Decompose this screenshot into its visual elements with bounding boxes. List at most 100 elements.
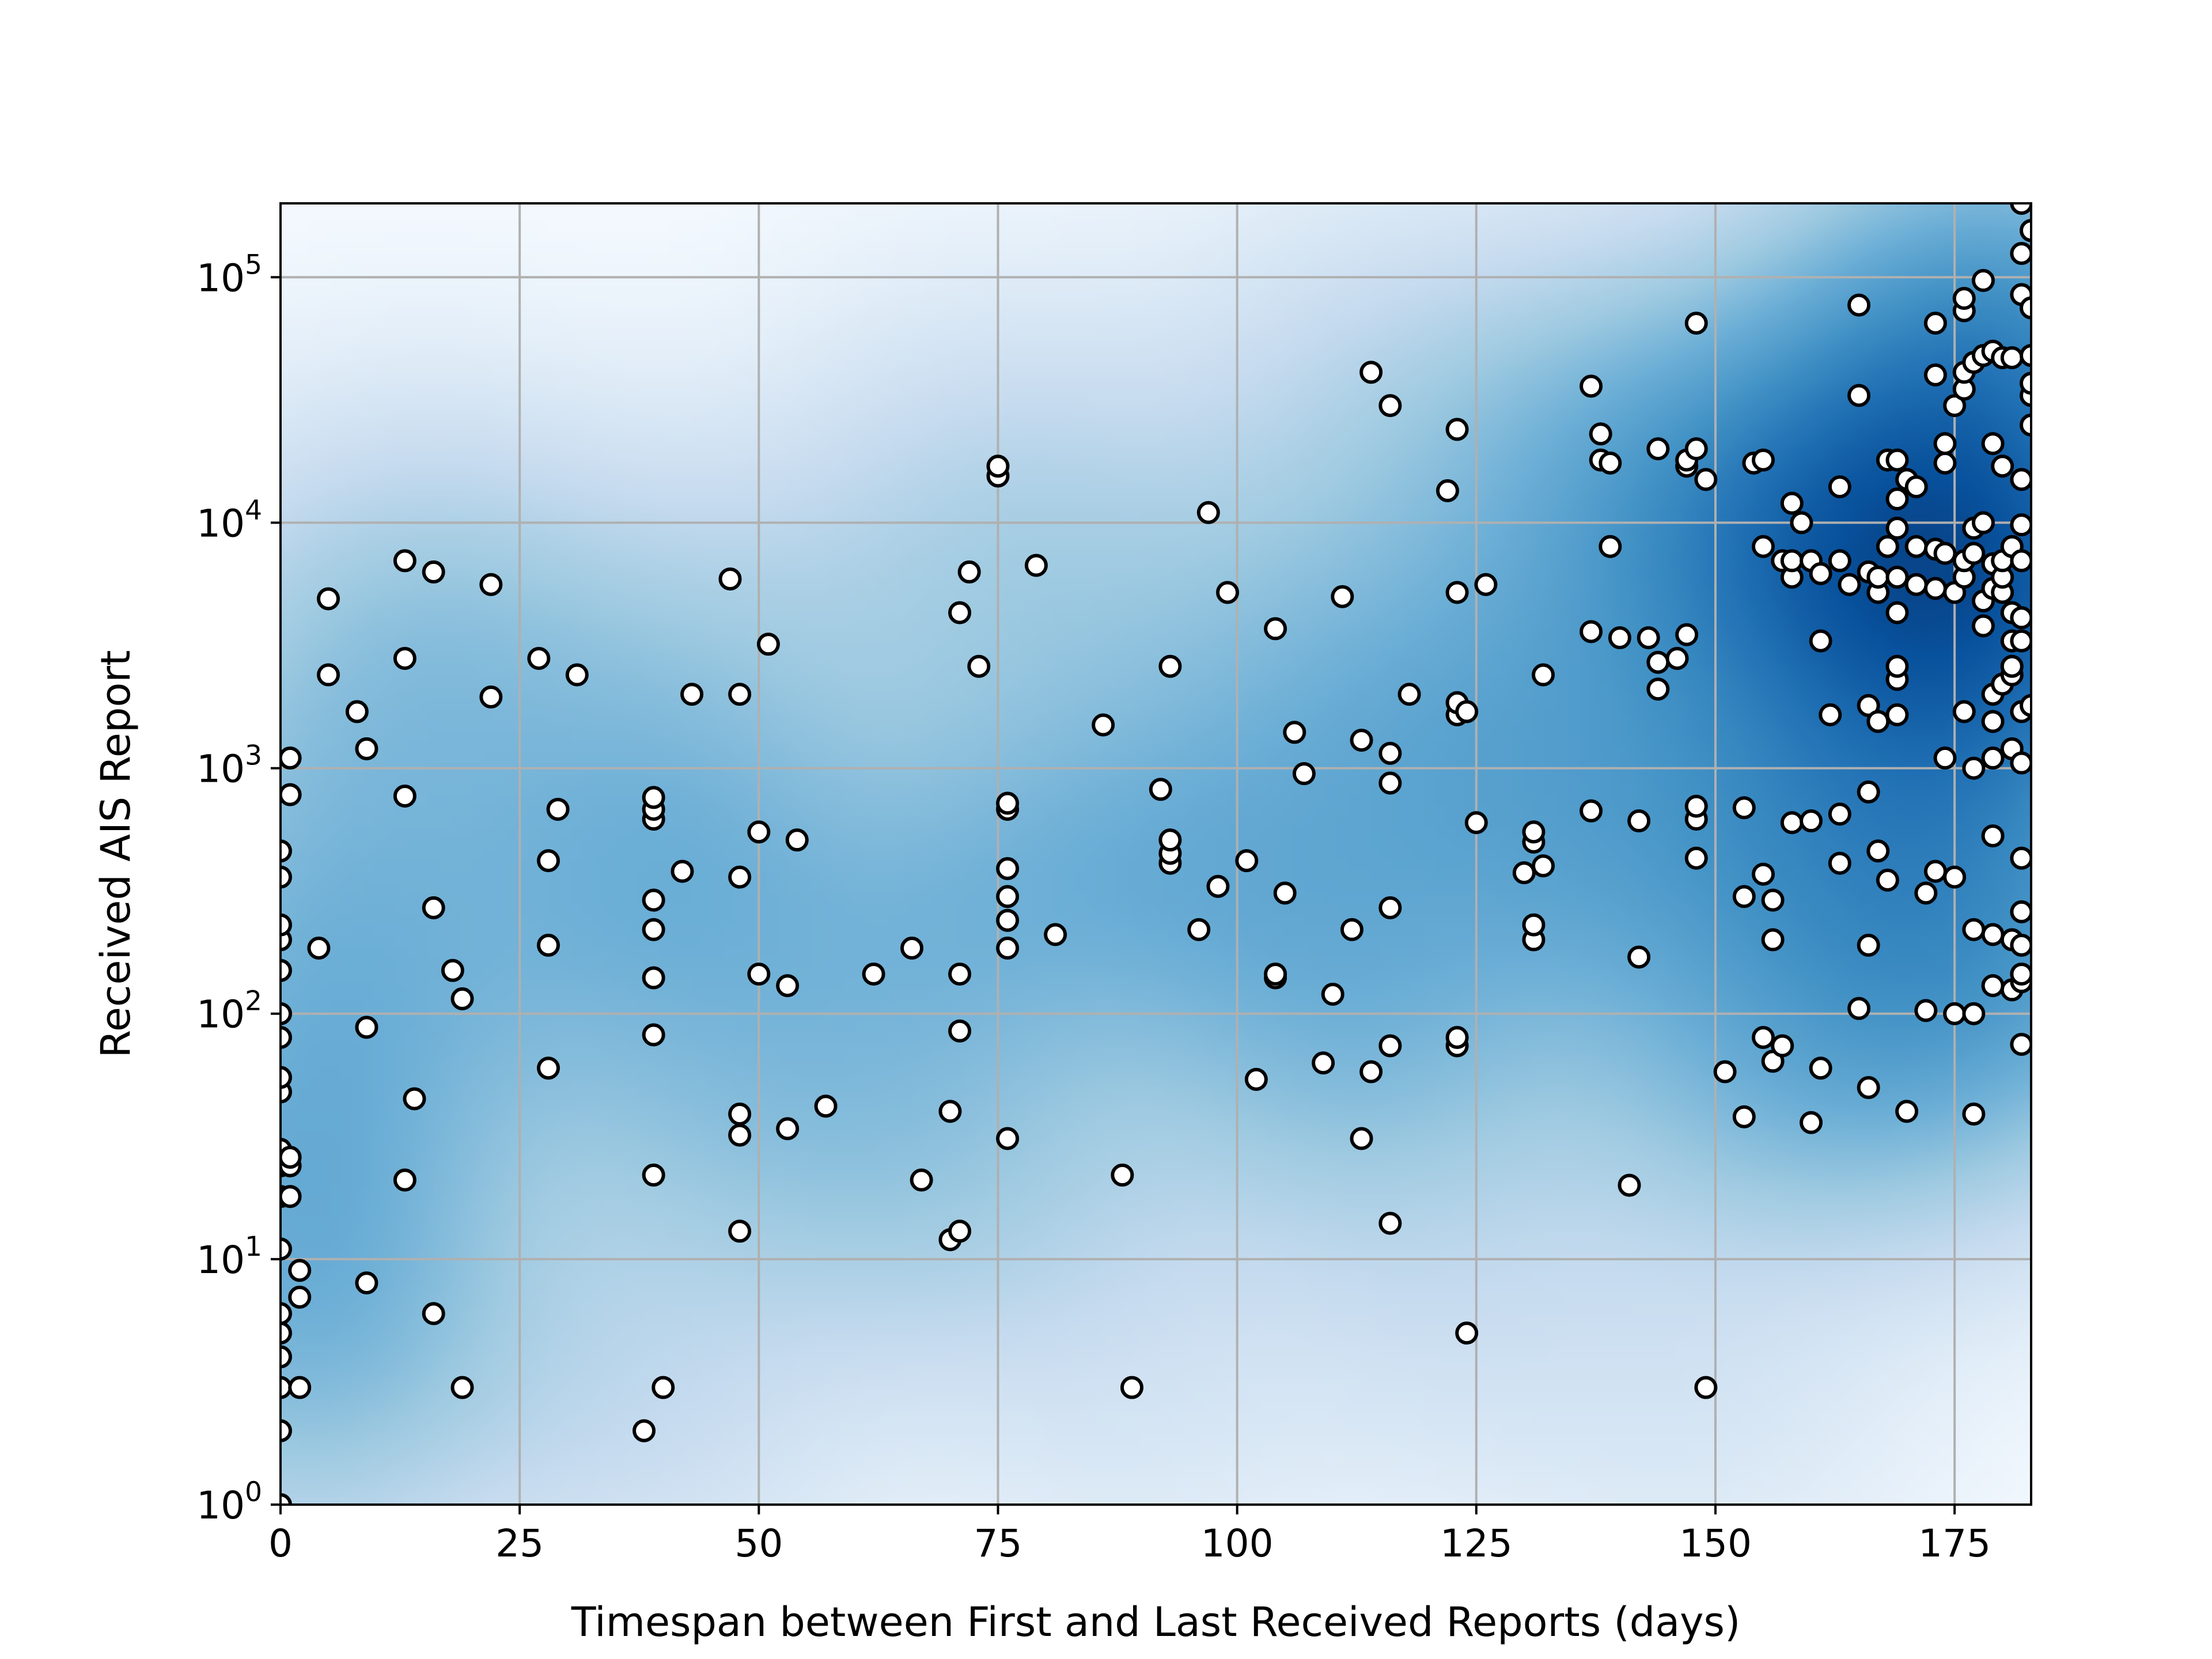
- y-tick-label: 104: [196, 494, 262, 546]
- data-point: [2000, 654, 2024, 678]
- data-point: [403, 1087, 426, 1111]
- data-point: [1800, 809, 1823, 833]
- data-point: [281, 865, 292, 889]
- data-point: [1378, 394, 1402, 418]
- data-point: [910, 1168, 933, 1192]
- data-point: [996, 908, 1020, 932]
- data-point: [642, 1023, 665, 1047]
- data-point: [1359, 1060, 1383, 1084]
- data-point: [1235, 849, 1259, 873]
- data-point: [642, 918, 665, 941]
- data-point: [776, 1117, 800, 1141]
- data-point: [1752, 862, 1775, 886]
- data-point: [1828, 475, 1851, 499]
- data-point: [1904, 535, 1928, 558]
- data-point: [2020, 694, 2031, 717]
- data-point: [2010, 751, 2031, 775]
- data-point: [1943, 865, 1967, 889]
- data-point: [355, 1016, 378, 1039]
- data-point: [536, 1056, 560, 1080]
- data-point: [756, 632, 780, 656]
- data-point: [2010, 933, 2031, 957]
- data-point: [948, 962, 972, 986]
- data-point: [281, 1321, 292, 1345]
- y-axis: 100 101 102 103 104 105: [196, 249, 281, 1528]
- data-point: [642, 966, 665, 990]
- data-point: [1752, 448, 1775, 472]
- data-point: [317, 663, 340, 687]
- data-point: [1761, 888, 1785, 912]
- data-point: [785, 828, 809, 852]
- data-point: [996, 791, 1020, 815]
- data-point: [1111, 1163, 1134, 1187]
- data-point: [1991, 454, 2014, 478]
- data-point: [281, 1146, 302, 1169]
- data-point: [1809, 629, 1832, 653]
- data-point: [1885, 601, 1909, 624]
- data-point: [996, 1127, 1020, 1150]
- data-point: [1952, 287, 1976, 310]
- data-point: [1092, 713, 1115, 737]
- x-tick-label: 75: [974, 1521, 1022, 1566]
- data-point: [2010, 241, 2031, 265]
- data-point: [1981, 432, 2005, 456]
- data-point: [1904, 573, 1928, 596]
- data-point: [1752, 1026, 1775, 1050]
- data-point: [652, 1376, 675, 1399]
- data-point: [1761, 928, 1785, 952]
- data-point: [1522, 913, 1546, 937]
- data-point: [2020, 372, 2031, 395]
- data-point: [1675, 623, 1699, 646]
- data-point: [1866, 839, 1890, 863]
- data-point: [900, 936, 924, 960]
- scatter-points: [281, 203, 2031, 1505]
- data-point: [1445, 1026, 1469, 1050]
- data-point: [1885, 487, 1909, 511]
- x-axis-label: Timespan between First and Last Received…: [571, 1599, 1741, 1646]
- data-point: [1244, 1067, 1268, 1091]
- data-point: [747, 820, 771, 844]
- data-point: [1732, 1105, 1756, 1128]
- data-point: [2010, 513, 2031, 537]
- data-point: [1923, 577, 1947, 600]
- data-point: [422, 1302, 445, 1325]
- data-point: [1876, 868, 1899, 892]
- data-point: [1933, 746, 1957, 770]
- data-point: [288, 1285, 312, 1309]
- data-point: [1962, 918, 1986, 941]
- data-point: [2010, 846, 2031, 870]
- data-point: [2020, 344, 2031, 368]
- data-point: [862, 962, 885, 986]
- data-point: [1981, 974, 2005, 998]
- data-point: [1885, 654, 1909, 678]
- data-point: [632, 1419, 656, 1442]
- data-point: [450, 987, 474, 1010]
- data-point: [1627, 809, 1651, 833]
- data-point: [1885, 703, 1909, 726]
- data-point: [479, 685, 503, 709]
- data-point: [1780, 811, 1804, 835]
- data-point: [1532, 663, 1555, 687]
- data-point: [1914, 999, 1938, 1022]
- data-point: [1264, 962, 1287, 986]
- data-point: [1445, 418, 1469, 441]
- data-point: [1981, 824, 2005, 848]
- data-point: [345, 700, 369, 724]
- data-point: [938, 1100, 962, 1123]
- data-point: [1627, 945, 1651, 969]
- data-point: [2010, 203, 2031, 215]
- data-point: [1962, 1002, 1986, 1025]
- data-point: [1158, 654, 1182, 678]
- data-point: [2010, 468, 2031, 491]
- data-point: [1646, 437, 1670, 461]
- data-point: [671, 859, 694, 883]
- data-point: [1445, 581, 1469, 604]
- data-point: [1828, 802, 1851, 826]
- data-point: [1532, 854, 1555, 878]
- data-point: [1971, 511, 1995, 535]
- data-point: [1847, 384, 1871, 407]
- data-point: [1580, 799, 1603, 823]
- data-point: [1608, 626, 1631, 650]
- data-point: [1838, 573, 1861, 596]
- data-point: [281, 746, 302, 770]
